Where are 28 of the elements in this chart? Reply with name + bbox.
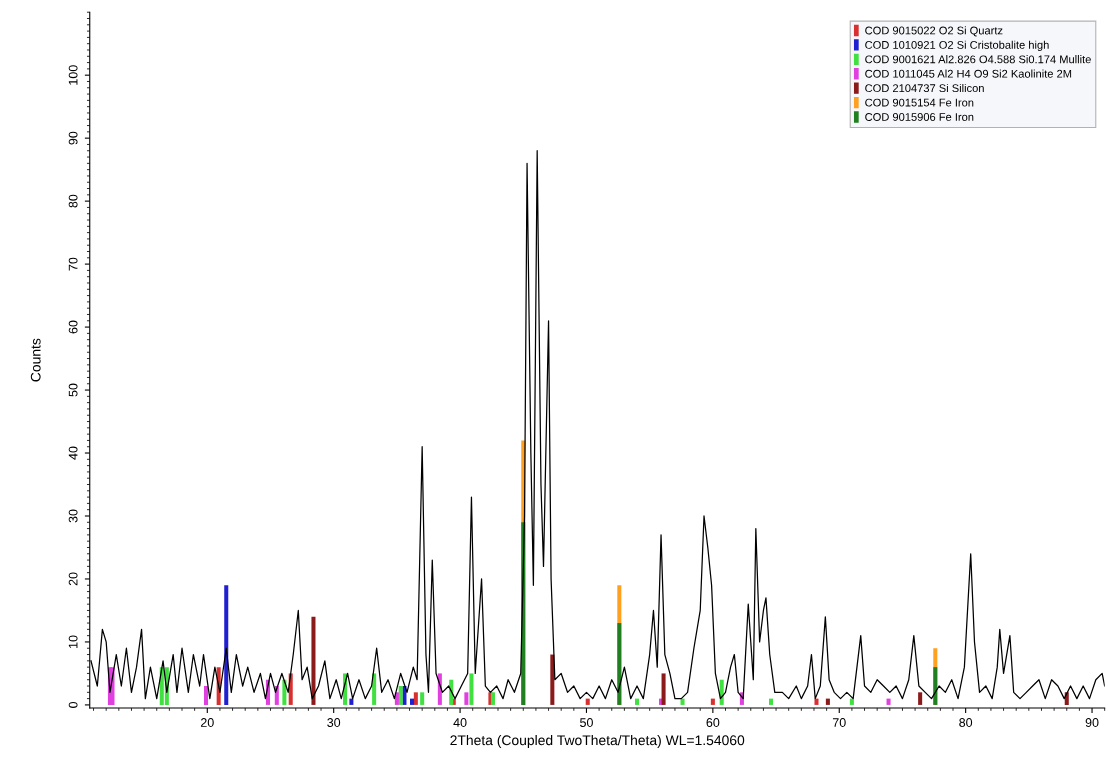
y-tick-label: 20 bbox=[68, 572, 78, 586]
y-tick-label: 70 bbox=[68, 257, 78, 271]
legend-label: COD 9015154 Fe Iron bbox=[865, 98, 974, 107]
x-axis-title: 2Theta (Coupled TwoTheta/Theta) WL=1.54060 bbox=[450, 734, 745, 748]
legend-label: COD 1010921 O2 Si Cristobalite high bbox=[865, 40, 1049, 52]
legend-label: COD 2104737 Si Silicon bbox=[865, 83, 984, 93]
y-tick-label: 0 bbox=[68, 701, 78, 708]
x-tick-label: 50 bbox=[580, 718, 593, 727]
x-tick-label: 30 bbox=[327, 718, 341, 727]
y-tick-label: 40 bbox=[68, 446, 78, 460]
y-tick-label: 60 bbox=[68, 320, 78, 334]
legend-label: COD 9001621 Al2.826 O4.588 Si0.174 Mullite bbox=[865, 55, 1091, 64]
y-tick-label: 10 bbox=[68, 635, 78, 648]
x-tick-label: 70 bbox=[832, 718, 846, 727]
y-tick-label: 90 bbox=[68, 131, 78, 145]
y-axis-title: Counts bbox=[30, 338, 41, 382]
legend-label: COD 1011045 Al2 H4 O9 Si2 Kaolinite 2M bbox=[865, 69, 1072, 78]
legend-label: COD 9015906 Fe Iron bbox=[865, 113, 974, 121]
y-tick-label: 50 bbox=[68, 383, 78, 397]
x-tick-label: 90 bbox=[1085, 718, 1099, 727]
legend-label: COD 9015022 O2 Si Quartz bbox=[865, 26, 1003, 37]
x-tick-label: 20 bbox=[200, 718, 214, 727]
x-tick-label: 40 bbox=[453, 718, 467, 727]
x-tick-label: 80 bbox=[959, 718, 973, 727]
y-tick-label: 80 bbox=[68, 194, 78, 208]
y-tick-label: 30 bbox=[68, 509, 78, 523]
x-tick-label: 60 bbox=[706, 718, 720, 727]
y-tick-label: 100 bbox=[68, 65, 78, 85]
